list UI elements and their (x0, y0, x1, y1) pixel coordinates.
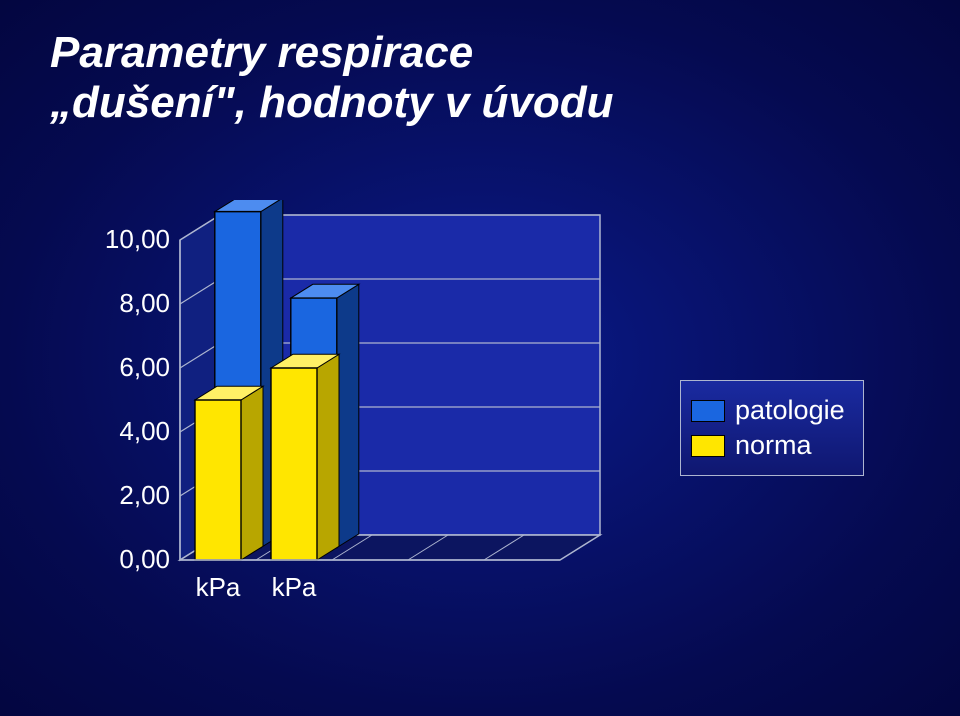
y-tick-label: 4,00 (90, 416, 170, 447)
x-tick-label: kPa (264, 572, 324, 603)
legend-swatch-patologie (691, 400, 725, 422)
y-tick-label: 2,00 (90, 480, 170, 511)
page-title: Parametry respirace „dušení", hodnoty v … (0, 0, 960, 132)
y-tick-label: 0,00 (90, 544, 170, 575)
y-tick-label: 6,00 (90, 352, 170, 383)
title-line-1: Parametry respirace (50, 28, 960, 78)
legend-label: patologie (735, 395, 845, 426)
x-tick-label: kPa (188, 572, 248, 603)
chart-3d-bar: 0,00 2,00 4,00 6,00 8,00 10,00 kPakPa (50, 200, 610, 620)
title-line-2: „dušení", hodnoty v úvodu (50, 78, 960, 128)
legend-swatch-norma (691, 435, 725, 457)
legend-item-norma: norma (691, 430, 845, 461)
y-tick-label: 8,00 (90, 288, 170, 319)
y-tick-label: 10,00 (90, 224, 170, 255)
chart-legend: patologie norma (680, 380, 864, 476)
legend-item-patologie: patologie (691, 395, 845, 426)
legend-label: norma (735, 430, 812, 461)
